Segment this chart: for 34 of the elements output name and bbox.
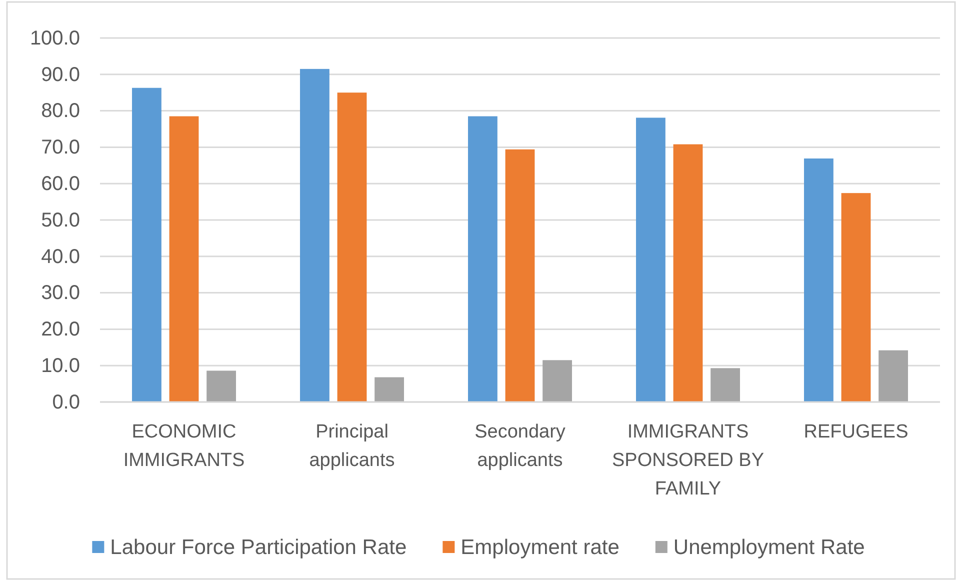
bar [337, 92, 367, 402]
bar [505, 149, 535, 402]
bar [300, 68, 330, 402]
x-tick-label: Secondary applicants [474, 421, 566, 471]
bar [206, 370, 236, 402]
y-tick-label: 100.0 [30, 27, 80, 50]
legend-label: Unemployment Rate [673, 536, 865, 559]
bar [804, 158, 834, 402]
y-tick-label: 0.0 [52, 391, 80, 414]
bar [542, 360, 572, 402]
y-tick-label: 90.0 [41, 64, 80, 86]
y-tick-label: 20.0 [41, 318, 80, 341]
y-tick-label: 70.0 [41, 136, 80, 159]
bar [374, 377, 404, 402]
y-tick-label: 30.0 [41, 282, 80, 304]
legend-label: Labour Force Participation Rate [110, 536, 407, 559]
legend-label: Employment rate [460, 536, 620, 559]
x-tick-label: Principal applicants [309, 421, 395, 471]
y-tick-label: 80.0 [41, 100, 80, 122]
x-tick-label: ECONOMIC IMMIGRANTS [123, 421, 245, 471]
bar [878, 350, 908, 402]
bar [841, 193, 871, 402]
y-tick-label: 40.0 [41, 246, 80, 268]
bar [673, 144, 703, 402]
bar [132, 88, 162, 402]
x-tick-label: REFUGEES [804, 421, 908, 442]
bar [169, 116, 199, 402]
y-tick-label: 60.0 [41, 173, 80, 195]
bar [636, 118, 666, 402]
x-tick-label: IMMIGRANTS SPONSORED BY FAMILY [612, 421, 764, 500]
bar [710, 368, 740, 402]
y-tick-label: 50.0 [41, 209, 80, 232]
bar [468, 116, 498, 402]
y-tick-label: 10.0 [41, 355, 80, 377]
